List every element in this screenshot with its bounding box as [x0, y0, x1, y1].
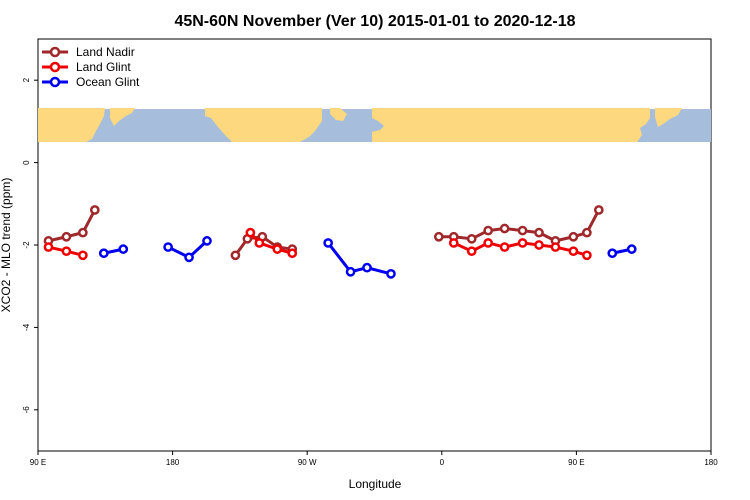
ocean-glint-point	[345, 266, 356, 277]
land-glint-point	[287, 248, 298, 259]
ocean-glint-point	[98, 248, 109, 259]
land-nadir-point	[517, 225, 528, 236]
legend-marker-land-glint	[49, 61, 61, 73]
y-tick-label: -2	[22, 241, 31, 249]
legend-marker-ocean-glint	[49, 76, 61, 88]
legend-marker-land-nadir	[49, 46, 61, 58]
ocean-glint-point	[202, 236, 212, 246]
ocean-glint-point	[163, 242, 173, 252]
x-tick-label: 90 W	[298, 458, 317, 467]
chart-title: 45N-60N November (Ver 10) 2015-01-01 to …	[174, 13, 575, 30]
land-glint-point	[43, 242, 54, 252]
plot-frame	[37, 38, 712, 452]
y-tick-label: 0	[22, 160, 31, 165]
land-nadir-point	[483, 225, 494, 236]
land-glint-point	[483, 238, 494, 248]
legend-item-land-nadir: Land Nadir	[42, 45, 135, 59]
land-glint-point	[534, 240, 544, 250]
x-axis-label: Longitude	[349, 477, 402, 491]
land-glint-point	[254, 238, 265, 248]
ocean-glint-point	[607, 248, 618, 259]
land-glint-point	[245, 227, 256, 238]
y-axis-label: XCO2 - MLO trend (ppm)	[0, 178, 13, 313]
ocean-glint-line-segment	[326, 241, 393, 276]
land-nadir-point	[61, 231, 72, 242]
land-nadir-point	[534, 227, 544, 238]
x-axis: 90 E 180 90 W 0 90 E 180	[30, 451, 718, 467]
land-nadir-point	[582, 227, 592, 238]
ocean-glint-point	[323, 238, 333, 248]
land-glint-point	[550, 242, 561, 252]
land-nadir-point	[433, 231, 444, 242]
land-nadir-point	[78, 227, 88, 238]
series-layer	[43, 205, 637, 279]
land-glint-point	[466, 246, 477, 257]
land-glint-point	[78, 250, 88, 261]
land-glint-point	[61, 246, 72, 257]
y-axis: 2 0 -2 -4 -6	[22, 77, 38, 413]
y-tick-label: -4	[22, 323, 31, 331]
map-landmass-alaska-canada	[205, 108, 322, 142]
legend-label-ocean-glint: Ocean Glint	[76, 75, 140, 89]
land-glint-point	[582, 250, 592, 261]
map-landmass-kamchatka-east	[655, 108, 682, 127]
ocean-glint-point	[626, 244, 637, 254]
land-glint-point	[517, 238, 528, 248]
legend-label-land-nadir: Land Nadir	[76, 45, 135, 59]
x-tick-label: 180	[166, 458, 180, 467]
land-glint-point	[499, 242, 510, 252]
map-landmass-siberia	[38, 108, 105, 142]
y-tick-label: -6	[22, 406, 31, 414]
land-glint-line-segment	[248, 231, 294, 255]
land-glint-point	[448, 238, 459, 248]
world-map-strip	[38, 108, 711, 142]
land-nadir-point	[89, 205, 100, 215]
x-tick-label: 90 E	[568, 458, 584, 467]
ocean-glint-point	[184, 252, 194, 263]
land-nadir-point	[593, 205, 604, 215]
map-landmass-labrador	[330, 108, 347, 121]
x-tick-label: 0	[440, 458, 445, 467]
ocean-glint-point	[386, 268, 396, 279]
map-landmass-kamchatka	[110, 108, 135, 126]
legend-label-land-glint: Land Glint	[76, 60, 131, 74]
land-nadir-line-segment	[46, 208, 97, 243]
land-nadir-point	[230, 250, 241, 261]
x-tick-label: 180	[704, 458, 718, 467]
ocean-glint-point	[118, 244, 129, 254]
land-glint-point	[568, 246, 579, 257]
y-tick-label: 2	[22, 77, 31, 82]
legend-item-ocean-glint: Ocean Glint	[42, 75, 140, 89]
x-tick-label: 90 E	[30, 458, 46, 467]
land-glint-point	[272, 244, 283, 254]
land-nadir-point	[466, 233, 477, 244]
land-nadir-point	[499, 223, 510, 234]
ocean-glint-point	[362, 262, 372, 273]
map-landmass-europe-asia	[372, 108, 650, 142]
land-nadir-point	[568, 231, 579, 242]
legend-item-land-glint: Land Glint	[42, 60, 131, 74]
